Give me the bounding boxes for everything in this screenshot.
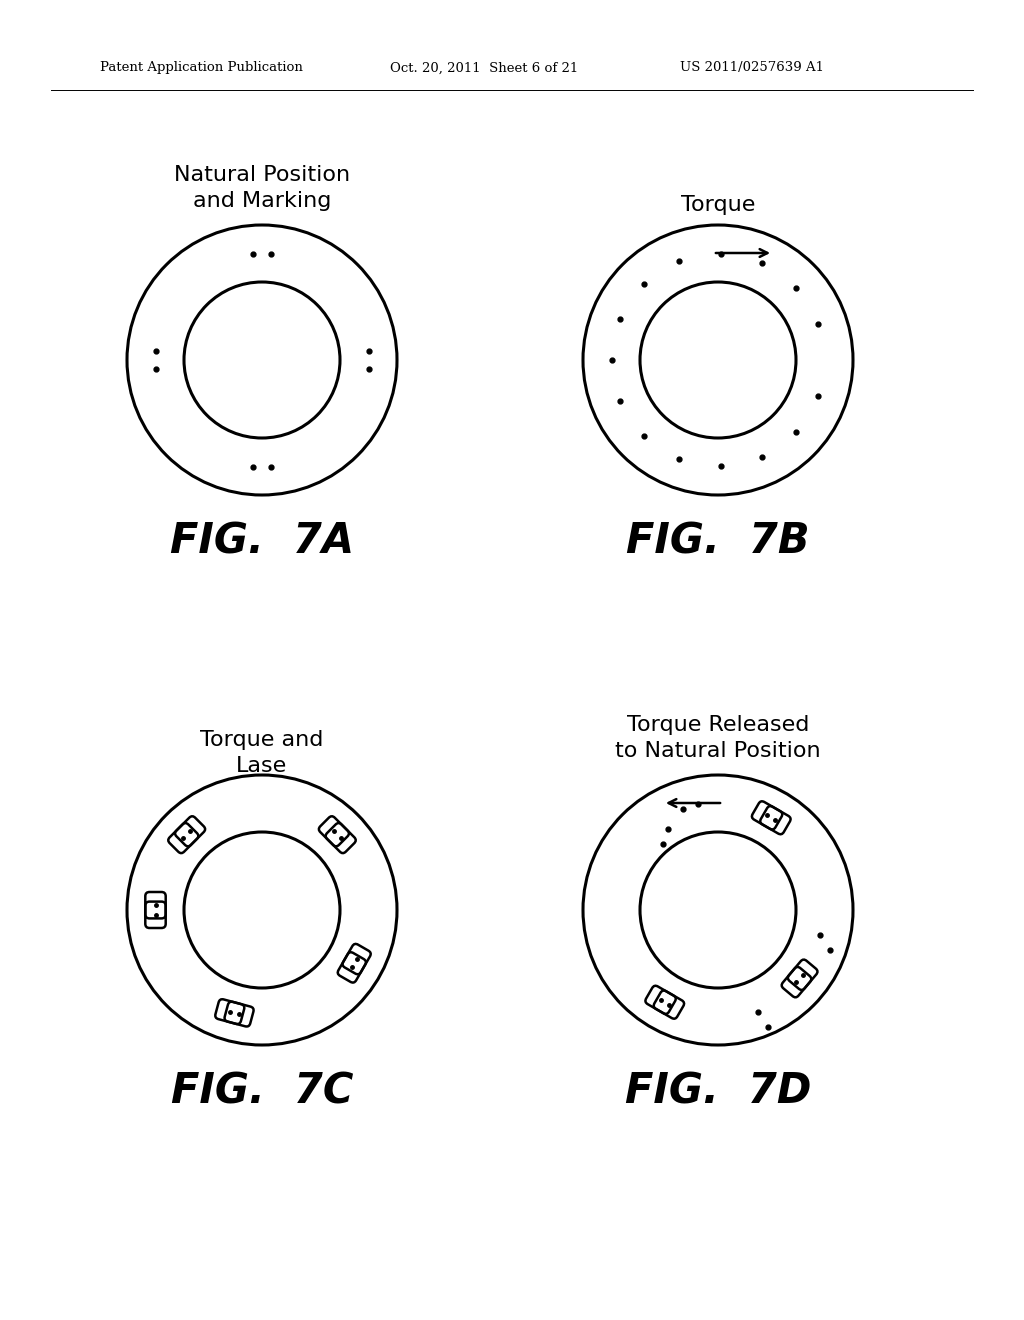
Text: Torque Released
to Natural Position: Torque Released to Natural Position bbox=[615, 715, 821, 762]
Text: FIG.  7A: FIG. 7A bbox=[170, 520, 354, 562]
Text: FIG.  7D: FIG. 7D bbox=[625, 1071, 811, 1111]
Text: Natural Position
and Marking: Natural Position and Marking bbox=[174, 165, 350, 211]
Text: Torque and
Lase: Torque and Lase bbox=[201, 730, 324, 776]
Text: Torque: Torque bbox=[681, 195, 755, 215]
Text: FIG.  7C: FIG. 7C bbox=[171, 1071, 353, 1111]
Text: Patent Application Publication: Patent Application Publication bbox=[100, 62, 303, 74]
Text: US 2011/0257639 A1: US 2011/0257639 A1 bbox=[680, 62, 824, 74]
Text: FIG.  7B: FIG. 7B bbox=[627, 520, 810, 562]
Text: Oct. 20, 2011  Sheet 6 of 21: Oct. 20, 2011 Sheet 6 of 21 bbox=[390, 62, 579, 74]
